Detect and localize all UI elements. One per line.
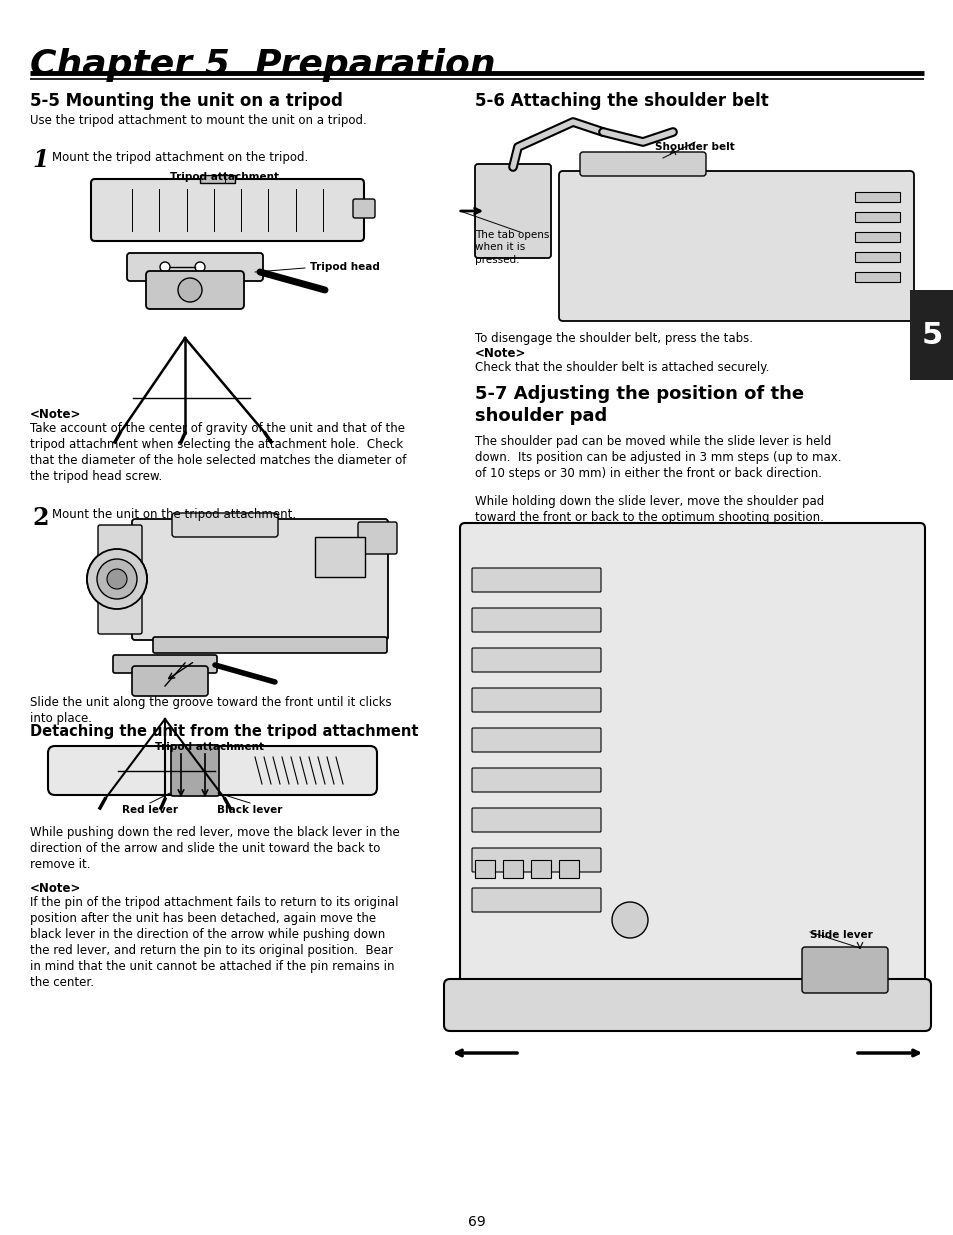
Text: 5-6 Attaching the shoulder belt: 5-6 Attaching the shoulder belt [475, 91, 768, 110]
FancyBboxPatch shape [472, 808, 600, 832]
FancyBboxPatch shape [171, 745, 219, 797]
Text: Use the tripod attachment to mount the unit on a tripod.: Use the tripod attachment to mount the u… [30, 114, 366, 127]
Text: Tripod attachment: Tripod attachment [155, 742, 264, 752]
FancyBboxPatch shape [472, 727, 600, 752]
Text: If the pin of the tripod attachment fails to return to its original
position aft: If the pin of the tripod attachment fail… [30, 897, 398, 989]
Circle shape [194, 262, 205, 272]
Bar [475, 860, 495, 878]
Bar [909, 290, 953, 380]
Circle shape [160, 262, 170, 272]
Bar [854, 212, 899, 222]
FancyBboxPatch shape [579, 152, 705, 177]
Circle shape [107, 569, 127, 589]
FancyBboxPatch shape [801, 947, 887, 993]
FancyBboxPatch shape [48, 746, 376, 795]
Text: While holding down the slide lever, move the shoulder pad
toward the front or ba: While holding down the slide lever, move… [475, 495, 823, 524]
Text: Check that the shoulder belt is attached securely.: Check that the shoulder belt is attached… [475, 361, 768, 374]
FancyBboxPatch shape [353, 199, 375, 219]
FancyBboxPatch shape [98, 525, 142, 634]
Text: Mount the tripod attachment on the tripod.: Mount the tripod attachment on the tripo… [52, 151, 308, 164]
Text: Tripod head: Tripod head [310, 262, 379, 272]
Bar [502, 860, 522, 878]
Text: 1: 1 [32, 148, 49, 172]
Text: Slide lever: Slide lever [809, 930, 872, 940]
Text: 5: 5 [921, 321, 942, 350]
Bar [531, 860, 551, 878]
Bar [854, 272, 899, 282]
Circle shape [97, 559, 137, 599]
FancyBboxPatch shape [443, 979, 930, 1031]
Bar [854, 191, 899, 203]
FancyBboxPatch shape [472, 848, 600, 872]
Text: <Note>: <Note> [30, 408, 81, 421]
FancyBboxPatch shape [475, 164, 551, 258]
Text: The shoulder pad can be moved while the slide lever is held
down.  Its position : The shoulder pad can be moved while the … [475, 435, 841, 480]
Text: 69: 69 [468, 1215, 485, 1229]
Text: Black lever: Black lever [217, 805, 282, 815]
Circle shape [178, 278, 202, 303]
FancyBboxPatch shape [472, 608, 600, 632]
Text: While pushing down the red lever, move the black lever in the
direction of the a: While pushing down the red lever, move t… [30, 826, 399, 871]
FancyBboxPatch shape [132, 666, 208, 697]
Text: To disengage the shoulder belt, press the tabs.: To disengage the shoulder belt, press th… [475, 332, 752, 345]
Text: Slide the unit along the groove toward the front until it clicks
into place.: Slide the unit along the groove toward t… [30, 697, 392, 725]
Text: 5-5 Mounting the unit on a tripod: 5-5 Mounting the unit on a tripod [30, 91, 342, 110]
Text: Tripod attachment: Tripod attachment [171, 172, 279, 182]
Text: Detaching the unit from the tripod attachment: Detaching the unit from the tripod attac… [30, 724, 418, 739]
Text: <Note>: <Note> [30, 882, 81, 895]
FancyBboxPatch shape [472, 888, 600, 911]
FancyBboxPatch shape [472, 648, 600, 672]
FancyBboxPatch shape [459, 522, 924, 986]
Bar [854, 232, 899, 242]
FancyBboxPatch shape [472, 768, 600, 792]
Text: The tab opens
when it is
pressed.: The tab opens when it is pressed. [475, 230, 549, 264]
Text: Shoulder belt: Shoulder belt [655, 142, 734, 152]
Text: Chapter 5  Preparation: Chapter 5 Preparation [30, 48, 496, 82]
Bar [314, 537, 365, 577]
Text: Mount the unit on the tripod attachment.: Mount the unit on the tripod attachment. [52, 508, 295, 521]
Circle shape [612, 902, 647, 939]
Bar [558, 860, 578, 878]
Text: Red lever: Red lever [122, 805, 178, 815]
FancyBboxPatch shape [357, 522, 396, 555]
Text: 2: 2 [32, 506, 49, 530]
FancyBboxPatch shape [127, 253, 263, 282]
FancyBboxPatch shape [152, 637, 387, 653]
Text: 5-7 Adjusting the position of the
shoulder pad: 5-7 Adjusting the position of the should… [475, 385, 803, 425]
Bar [200, 175, 234, 183]
FancyBboxPatch shape [91, 179, 364, 241]
Bar [854, 252, 899, 262]
FancyBboxPatch shape [472, 568, 600, 592]
FancyBboxPatch shape [146, 270, 244, 309]
FancyBboxPatch shape [132, 519, 388, 640]
FancyBboxPatch shape [112, 655, 216, 673]
FancyBboxPatch shape [472, 688, 600, 713]
FancyBboxPatch shape [558, 170, 913, 321]
Text: <Note>: <Note> [475, 347, 526, 359]
Text: Take account of the center of gravity of the unit and that of the
tripod attachm: Take account of the center of gravity of… [30, 422, 406, 483]
Circle shape [87, 550, 147, 609]
FancyBboxPatch shape [172, 513, 277, 537]
